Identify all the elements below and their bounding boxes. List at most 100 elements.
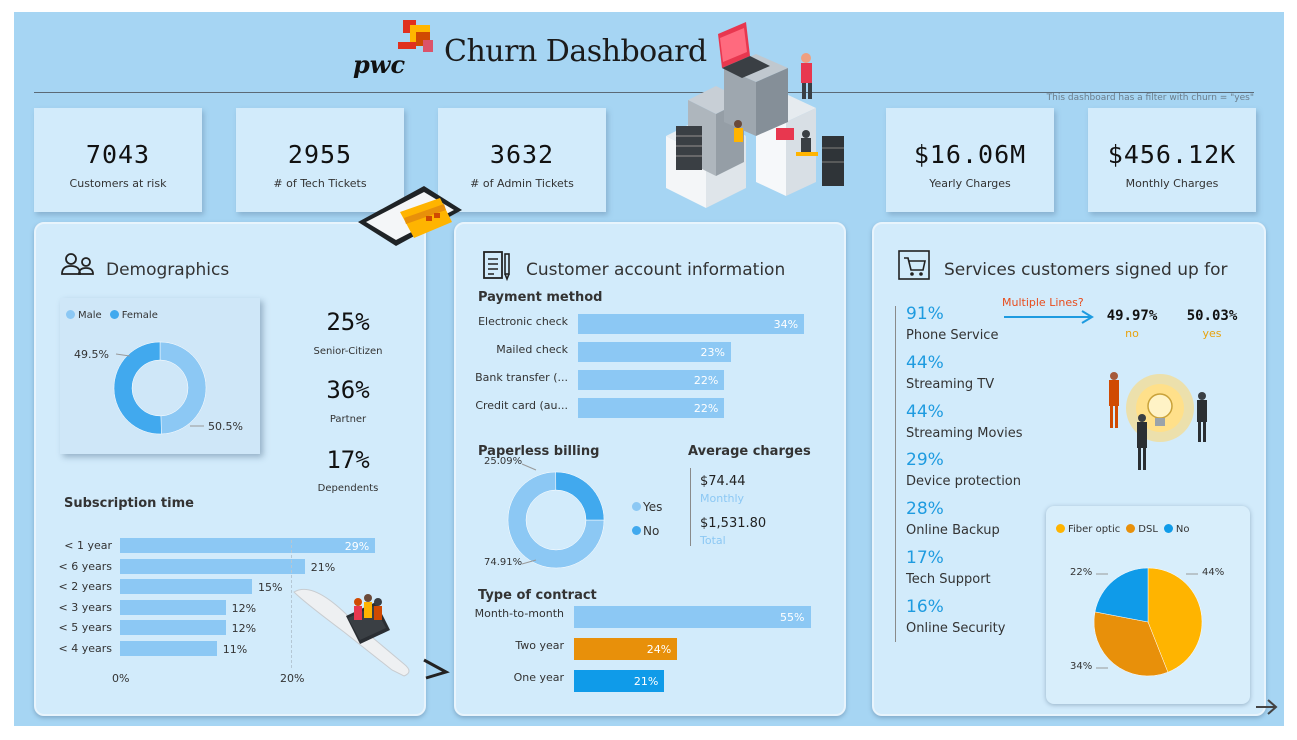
bar-value: 12%: [231, 601, 257, 615]
paperless-label-yes: 74.91%: [484, 557, 523, 568]
gender-legend: Male Female: [66, 310, 158, 321]
services-panel: Services customers signed up for 91% Phon…: [872, 222, 1266, 716]
bar[interactable]: [574, 670, 665, 692]
bar[interactable]: [578, 370, 725, 390]
internet-label-dsl: 34%: [1070, 661, 1093, 672]
multiple-lines-yes-value: 50.03%: [1186, 308, 1238, 324]
bar[interactable]: [578, 398, 725, 418]
slice-dsl[interactable]: [1093, 611, 1169, 677]
legend-item-female[interactable]: Female: [109, 310, 158, 321]
account-panel: Customer account information Payment met…: [454, 222, 846, 716]
bar[interactable]: [120, 579, 252, 595]
bar[interactable]: [574, 606, 811, 628]
bar[interactable]: [120, 641, 217, 656]
bar-value: 22%: [693, 373, 719, 387]
avg-monthly-label: Monthly: [700, 492, 745, 505]
bar[interactable]: [120, 558, 305, 574]
gender-label-female: 50.5%: [208, 420, 243, 433]
kpi-monthly-charges: $456.12K Monthly Charges: [1088, 108, 1256, 212]
dashboard-canvas: pwc Churn Dashboard This dashboard has a…: [14, 12, 1284, 726]
service-name: Phone Service: [906, 328, 999, 343]
contract-title: Type of contract: [478, 588, 597, 603]
gender-label-male: 49.5%: [74, 348, 109, 361]
kpi-value: 7043: [85, 140, 151, 169]
bar-value: 23%: [700, 345, 725, 359]
kpi-admin-tickets: 3632 # of Admin Tickets: [438, 108, 606, 212]
bar-label: Credit card (au...: [475, 399, 568, 412]
bar[interactable]: [578, 342, 731, 362]
kpi-label: Customers at risk: [69, 177, 167, 190]
internet-pie-card: Fiber optic DSL No 22% 44% 34%: [1046, 506, 1250, 704]
service-name: Streaming Movies: [906, 425, 1023, 441]
subscription-title: Subscription time: [64, 496, 194, 511]
internet-pie-chart: [1093, 567, 1203, 677]
demographics-title: Demographics: [106, 260, 230, 280]
bar-value: 21%: [633, 674, 659, 688]
bar-value: 11%: [222, 643, 248, 656]
office-illustration: [646, 16, 851, 208]
demographics-panel: Demographics Male Female 49.5% 50.5% 25%…: [34, 222, 426, 716]
kpi-value: $456.12K: [1107, 140, 1237, 169]
kpi-label: Monthly Charges: [1125, 177, 1219, 190]
slice-fiber-optic[interactable]: [1147, 567, 1203, 673]
avg-total-label: Total: [700, 534, 726, 547]
slice-no[interactable]: [555, 471, 605, 521]
bar-value: 12%: [231, 622, 257, 636]
kpi-customers-at-risk: 7043 Customers at risk: [34, 108, 202, 212]
bar[interactable]: [578, 314, 805, 334]
multiple-lines-no-value: 49.97%: [1106, 308, 1158, 324]
services-title: Services customers signed up for: [944, 260, 1228, 280]
service-name: Device protection: [906, 474, 1022, 490]
phone-payment-illustration: [354, 182, 464, 250]
axis-gridline: [291, 540, 292, 668]
bar-value: 34%: [773, 317, 799, 331]
kpi-value: 2955: [287, 140, 353, 169]
slice-female[interactable]: [113, 341, 162, 435]
paperless-legend-yes[interactable]: Yes: [632, 500, 662, 514]
shopping-cart-icon: [898, 250, 938, 282]
header-divider: [34, 92, 1254, 93]
bar-value: 29%: [344, 540, 370, 553]
paperless-label-no: 25.09%: [484, 456, 523, 467]
bar[interactable]: [120, 538, 376, 553]
multiple-lines-no-label: no: [1125, 327, 1139, 340]
bar-value: 22%: [693, 401, 719, 415]
bar-label: Electronic check: [478, 315, 568, 328]
avg-monthly-value: $74.44: [700, 474, 746, 489]
senior-citizen-value: 25%: [326, 308, 370, 336]
bar[interactable]: [120, 599, 226, 615]
service-percent: 16%: [906, 596, 944, 617]
bar-label: < 5 years: [58, 621, 112, 635]
bar-label: Bank transfer (...: [475, 371, 568, 384]
legend-item-fiber[interactable]: Fiber optic: [1056, 524, 1120, 535]
avg-divider: [690, 468, 691, 546]
service-percent: 28%: [906, 499, 944, 520]
internet-label-no: 22%: [1070, 567, 1093, 578]
axis-tick-20: 20%: [280, 672, 305, 685]
people-icon: [60, 250, 100, 282]
pwc-logo: pwc: [353, 20, 443, 80]
legend-item-dsl[interactable]: DSL: [1126, 524, 1158, 535]
legend-item-male[interactable]: Male: [66, 310, 102, 321]
kpi-yearly-charges: $16.06M Yearly Charges: [886, 108, 1054, 212]
avg-total-value: $1,531.80: [700, 516, 767, 531]
slice-yes[interactable]: [507, 471, 605, 569]
paperless-title: Paperless billing: [478, 444, 600, 459]
bar[interactable]: [120, 620, 226, 636]
partner-value: 36%: [326, 376, 370, 404]
bar[interactable]: [574, 638, 678, 660]
next-page-arrow-icon[interactable]: [1254, 696, 1280, 718]
paperless-legend-no[interactable]: No: [632, 524, 659, 538]
senior-citizen-label: Senior-Citizen: [313, 346, 383, 357]
slice-no[interactable]: [1094, 567, 1149, 623]
bar-label: < 1 year: [64, 539, 112, 552]
arrow-right-icon: [1004, 310, 1094, 324]
gender-donut-card: Male Female 49.5% 50.5%: [60, 298, 260, 454]
internet-legend: Fiber optic DSL No: [1056, 524, 1190, 535]
gender-donut-chart: [113, 341, 207, 435]
slice-male[interactable]: [159, 341, 207, 435]
kpi-label: # of Admin Tickets: [470, 177, 574, 190]
legend-item-no[interactable]: No: [1163, 524, 1190, 535]
bar-label: Two year: [515, 639, 564, 652]
bar-label: < 3 years: [58, 600, 112, 614]
